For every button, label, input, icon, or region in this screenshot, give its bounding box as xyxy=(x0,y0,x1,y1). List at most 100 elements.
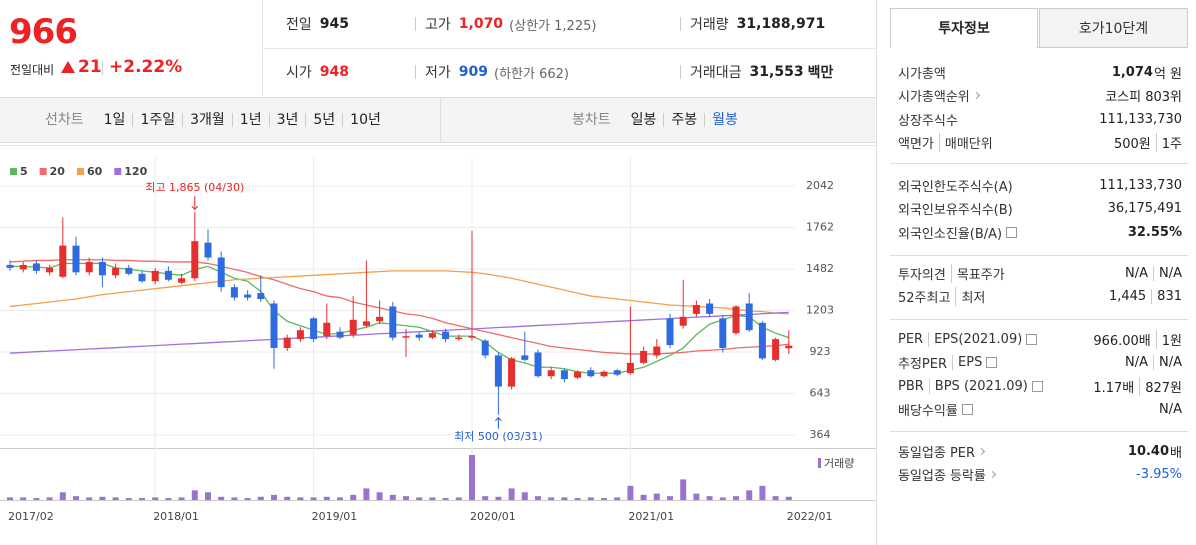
candle-body xyxy=(600,371,608,377)
volume-bar xyxy=(772,496,779,500)
period-button[interactable]: 1주일 xyxy=(132,113,182,127)
stat-note: (하한가 662) xyxy=(494,66,569,82)
help-icon[interactable] xyxy=(1026,333,1038,345)
label-part: 시가총액 xyxy=(898,66,946,82)
info-label: 외국인한도주식수(A) xyxy=(898,176,1013,195)
value-part: N/A xyxy=(1159,402,1182,417)
volume-bar xyxy=(482,496,489,500)
candle-body xyxy=(125,267,133,274)
volume-bar xyxy=(587,497,594,500)
info-row: PBR BPS (2021.09) 1.17배 827원 xyxy=(890,375,1188,397)
info-value: 36,175,491 xyxy=(1108,201,1182,216)
stat: 전일 945 xyxy=(286,0,349,48)
value-part: -3.95% xyxy=(1136,467,1182,482)
candle-body xyxy=(666,318,674,346)
info-value: N/A N/A xyxy=(1125,265,1182,281)
info-row: 시가총액순위 코스피 803위 xyxy=(890,85,1188,107)
info-row: 시가총액 1,074 억 원 xyxy=(890,61,1188,83)
period-button[interactable]: 월봉 xyxy=(704,113,745,127)
low-arrow xyxy=(495,417,502,429)
label-part: 외국인소진율(B/A) xyxy=(898,226,1003,242)
legend-swatch xyxy=(39,168,47,175)
y-tick-label: 1762 xyxy=(806,221,834,234)
info-value: 111,133,730 xyxy=(1099,178,1182,193)
period-button[interactable]: 3개월 xyxy=(182,113,232,127)
volume-bar xyxy=(99,496,106,500)
y-tick-label: 1482 xyxy=(806,262,834,275)
candle-body xyxy=(72,245,80,273)
legend-swatch xyxy=(76,168,84,175)
group-divider xyxy=(890,255,1188,256)
info-row: 추정PER EPS N/A N/A xyxy=(890,352,1188,374)
volume-bar xyxy=(561,497,568,500)
column-divider xyxy=(415,17,416,31)
volume-bar xyxy=(139,498,145,500)
info-value: 111,133,730 xyxy=(1099,112,1182,127)
period-button[interactable]: 1년 xyxy=(231,113,269,127)
candle-body xyxy=(640,350,648,363)
period-button[interactable]: 3년 xyxy=(268,113,306,127)
stat-unit: 백만 xyxy=(807,65,834,81)
candle-body xyxy=(494,355,502,387)
info-row: 외국인소진율(B/A) 32.55% xyxy=(890,221,1188,243)
value-part: 1원 xyxy=(1155,329,1182,349)
volume-bar xyxy=(733,496,739,500)
info-value: 32.55% xyxy=(1128,225,1182,240)
volume-bar xyxy=(535,496,541,500)
candle-body xyxy=(85,261,93,273)
volume-bar xyxy=(297,497,304,500)
x-tick-label: 2017/02 xyxy=(8,510,54,523)
value-part: N/A xyxy=(1153,265,1182,281)
candle-body xyxy=(46,267,54,273)
period-button[interactable]: 일봉 xyxy=(630,112,657,128)
candle-body xyxy=(349,319,357,335)
tab[interactable]: 호가10단계 xyxy=(1039,8,1188,48)
info-label: 외국인보유주식수(B) xyxy=(898,199,1013,218)
label-part: 액면가 xyxy=(898,137,934,152)
period-button[interactable]: 10년 xyxy=(342,113,388,127)
column-divider xyxy=(680,17,681,31)
candle-body xyxy=(415,334,423,338)
moving-average-line xyxy=(10,262,790,374)
help-icon[interactable] xyxy=(1031,380,1043,392)
legend-label: 120 xyxy=(124,165,147,178)
y-tick-label: 1203 xyxy=(806,303,834,316)
volume-bar xyxy=(165,498,172,500)
help-icon[interactable] xyxy=(986,357,998,368)
volume-bar xyxy=(442,498,449,500)
value-part: 831 xyxy=(1151,289,1182,304)
candle-body xyxy=(270,303,278,348)
volume-bar xyxy=(231,497,238,500)
info-row: 액면가 매매단위 500원 1주 xyxy=(890,132,1188,154)
volume-bar xyxy=(693,493,700,500)
label-part: 상장주식수 xyxy=(898,113,958,129)
help-icon[interactable] xyxy=(1006,226,1018,238)
info-label: 외국인소진율(B/A) xyxy=(898,223,1018,242)
period-button[interactable]: 주봉 xyxy=(663,113,704,127)
tab[interactable]: 투자정보 xyxy=(890,8,1038,48)
volume-bar xyxy=(323,496,330,500)
value-part: 111,133,730 xyxy=(1099,111,1182,127)
label-part: 투자의견 xyxy=(898,267,946,283)
candle-body xyxy=(785,345,793,349)
volume-bar xyxy=(33,498,40,500)
arrow-icon xyxy=(978,447,986,455)
label-part: 배당수익률 xyxy=(898,404,958,419)
panel-divider xyxy=(876,0,877,545)
stat-value: 31,553 xyxy=(749,64,804,80)
volume-bar xyxy=(271,494,277,500)
help-icon[interactable] xyxy=(961,404,973,415)
x-tick-label: 2020/01 xyxy=(470,510,516,523)
info-value: 500원 1주 xyxy=(1114,133,1182,152)
row-divider xyxy=(263,48,876,49)
period-button[interactable]: 5년 xyxy=(305,113,342,127)
info-value: N/A N/A xyxy=(1125,355,1182,370)
candle-body xyxy=(204,242,212,258)
stat: 저가 909 (하한가 662) xyxy=(425,48,569,96)
period-bar: 선차트 1일 1주일 3개월 1년 3년 5년 10년 봉차트 일봉 주봉 월봉 xyxy=(0,98,876,143)
quote-header: 966 전일대비 21 +2.22% 전일 945 고가 1,070 (상한가 1,22… xyxy=(0,0,876,98)
period-button[interactable]: 1일 xyxy=(103,112,126,128)
value-part: 500원 xyxy=(1113,137,1151,152)
stat-note: (상한가 1,225) xyxy=(509,18,597,34)
label-part: 목표주가 xyxy=(950,263,1005,283)
